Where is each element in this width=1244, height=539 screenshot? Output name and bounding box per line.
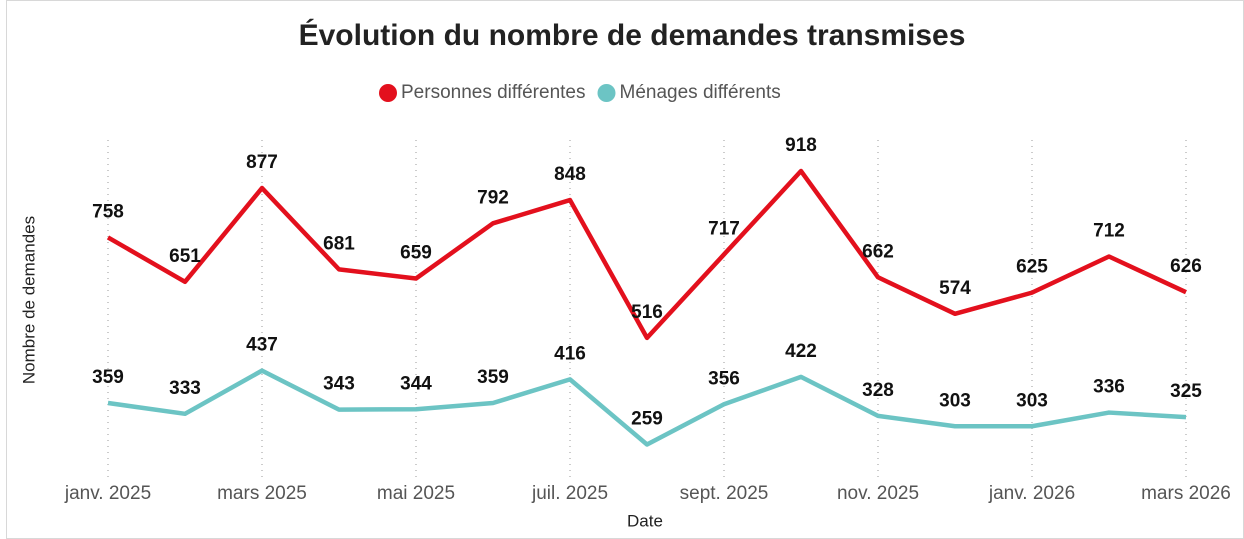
legend: Personnes différentes Ménages différents — [379, 82, 781, 103]
data-label: 303 — [939, 390, 971, 411]
x-tick-label: juil. 2025 — [531, 483, 608, 504]
legend-swatch — [379, 84, 397, 102]
data-label: 336 — [1093, 377, 1125, 398]
data-label: 626 — [1170, 256, 1202, 277]
data-label: 712 — [1093, 221, 1125, 242]
y-axis-title: Nombre de demandes — [19, 216, 38, 384]
x-tick-label: mai 2025 — [377, 483, 455, 504]
data-label: 344 — [400, 373, 432, 394]
x-tick-label: sept. 2025 — [680, 483, 769, 504]
data-label: 877 — [246, 152, 278, 173]
x-tick-label: nov. 2025 — [837, 483, 919, 504]
data-label: 333 — [169, 378, 201, 399]
series-line — [106, 168, 1187, 341]
data-label: 359 — [92, 367, 124, 388]
data-label: 659 — [400, 243, 432, 264]
data-label: 359 — [477, 367, 509, 388]
data-label: 651 — [169, 246, 201, 267]
legend-swatch — [597, 84, 616, 102]
data-label: 758 — [92, 201, 124, 222]
data-label: 259 — [631, 409, 663, 430]
x-tick-label: janv. 2025 — [64, 483, 151, 504]
data-label: 681 — [323, 233, 355, 254]
legend-label: Ménages différents — [620, 82, 781, 103]
data-label: 918 — [785, 135, 817, 156]
data-label: 848 — [554, 164, 586, 185]
chart-title: Évolution du nombre de demandes transmis… — [299, 18, 966, 52]
data-label: 437 — [246, 335, 278, 356]
data-label: 343 — [323, 374, 355, 395]
series-line — [107, 368, 1187, 447]
data-label: 356 — [708, 368, 740, 389]
data-label: 416 — [554, 343, 586, 364]
x-axis-title: Date — [627, 511, 663, 530]
data-label: 662 — [862, 241, 894, 262]
legend-label: Personnes différentes — [401, 82, 586, 103]
data-label: 574 — [939, 278, 971, 299]
x-tick-label: mars 2025 — [217, 483, 307, 504]
data-label: 328 — [862, 380, 894, 401]
x-tick-label: janv. 2026 — [988, 483, 1075, 504]
x-tick-label: mars 2026 — [1141, 483, 1231, 504]
data-label: 516 — [631, 302, 663, 323]
data-label: 792 — [477, 187, 509, 208]
data-label: 717 — [708, 218, 740, 239]
data-label: 422 — [785, 341, 817, 362]
data-label: 303 — [1016, 390, 1048, 411]
data-label: 325 — [1170, 381, 1202, 402]
data-label: 625 — [1016, 257, 1048, 278]
